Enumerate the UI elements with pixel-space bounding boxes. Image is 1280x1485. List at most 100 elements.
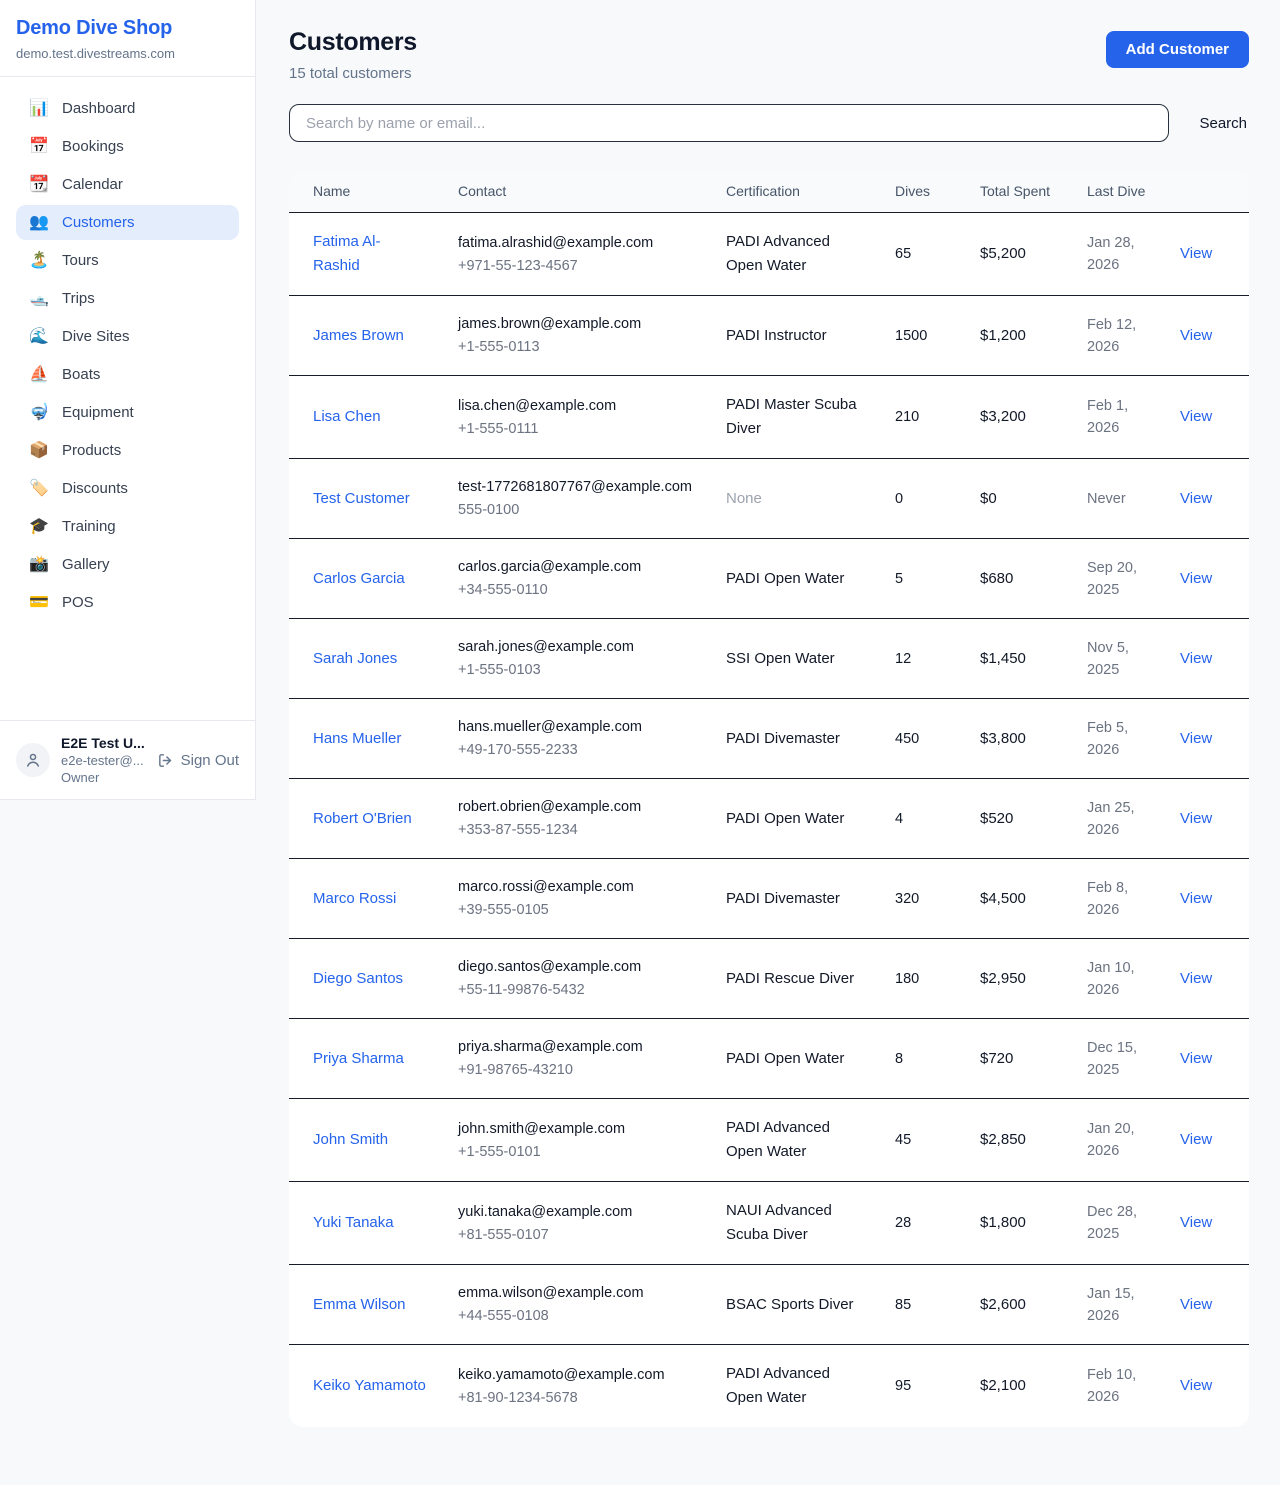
user-section: E2E Test U... e2e-tester@... Owner Sign … <box>0 720 255 799</box>
brand-domain: demo.test.divestreams.com <box>16 46 175 61</box>
customer-certification: PADI Divemaster <box>726 889 840 907</box>
customer-name-link[interactable]: Priya Sharma <box>313 1049 404 1067</box>
customer-name-link[interactable]: Marco Rossi <box>313 889 397 907</box>
sidebar-item-dashboard[interactable]: 📊 Dashboard <box>16 91 239 126</box>
customer-total-spent: $3,200 <box>980 408 1026 425</box>
view-customer-link[interactable]: View <box>1180 1295 1213 1313</box>
search-button[interactable]: Search <box>1197 107 1249 140</box>
customer-phone: +55-11-99876-5432 <box>458 982 585 998</box>
table-row: Robert O'Brien robert.obrien@example.com… <box>289 779 1249 859</box>
view-customer-link[interactable]: View <box>1180 1377 1213 1394</box>
customer-name-link[interactable]: James Brown <box>313 326 404 344</box>
customer-certification: BSAC Sports Diver <box>726 1295 854 1313</box>
sign-out-label: Sign Out <box>180 751 239 769</box>
customer-name-link[interactable]: Keiko Yamamoto <box>313 1377 426 1394</box>
customer-dives: 210 <box>895 409 920 425</box>
view-customer-link[interactable]: View <box>1180 408 1213 425</box>
customer-dives: 12 <box>895 650 912 667</box>
sidebar-item-pos[interactable]: 💳 POS <box>16 585 239 620</box>
sign-out-button[interactable]: Sign Out <box>157 752 239 769</box>
customer-total-spent: $2,600 <box>980 1295 1026 1313</box>
customer-phone: +91-98765-43210 <box>458 1062 573 1078</box>
customer-phone: +1-555-0103 <box>458 662 541 678</box>
sidebar-item-customers[interactable]: 👥 Customers <box>16 205 239 240</box>
customer-last-dive: Jan 25, 2026 <box>1087 799 1135 838</box>
view-customer-link[interactable]: View <box>1180 809 1213 827</box>
table-row: Emma Wilson emma.wilson@example.com +44-… <box>289 1265 1249 1345</box>
customer-total-spent: $0 <box>980 489 997 507</box>
sidebar-item-tours[interactable]: 🏝️ Tours <box>16 243 239 278</box>
view-customer-link[interactable]: View <box>1180 889 1213 907</box>
customer-count: 15 total customers <box>289 65 412 82</box>
sidebar: Demo Dive Shop demo.test.divestreams.com… <box>0 0 256 800</box>
sidebar-item-bookings[interactable]: 📅 Bookings <box>16 129 239 164</box>
customer-total-spent: $2,850 <box>980 1131 1026 1148</box>
view-customer-link[interactable]: View <box>1180 489 1213 507</box>
customer-name-link[interactable]: Hans Mueller <box>313 729 402 747</box>
search-input[interactable] <box>289 104 1170 142</box>
equipment-icon: 🤿 <box>29 403 49 421</box>
customer-email: marco.rossi@example.com <box>458 879 634 895</box>
boats-icon: ⛵ <box>29 365 49 383</box>
sidebar-item-boats[interactable]: ⛵ Boats <box>16 357 239 392</box>
customer-phone: +39-555-0105 <box>458 902 549 918</box>
customer-total-spent: $1,450 <box>980 649 1026 667</box>
user-name: E2E Test U... <box>61 735 145 751</box>
customers-icon: 👥 <box>29 213 49 231</box>
page-header-text: Customers 15 total customers <box>289 28 417 82</box>
table-row: Keiko Yamamoto keiko.yamamoto@example.co… <box>289 1345 1249 1428</box>
sidebar-item-products[interactable]: 📦 Products <box>16 433 239 468</box>
view-customer-link[interactable]: View <box>1180 969 1213 987</box>
view-customer-link[interactable]: View <box>1180 1131 1213 1148</box>
customer-last-dive: Dec 15, 2025 <box>1087 1039 1137 1078</box>
customers-table-card: Name Contact Certification Dives Total S… <box>289 171 1249 1427</box>
sidebar-item-trips[interactable]: 🛥️ Trips <box>16 281 239 316</box>
sidebar-item-training[interactable]: 🎓 Training <box>16 509 239 544</box>
customer-name-link[interactable]: Emma Wilson <box>313 1295 406 1313</box>
customer-name-link[interactable]: Yuki Tanaka <box>313 1214 394 1231</box>
customer-dives: 180 <box>895 970 920 987</box>
customer-certification: PADI Advanced Open Water <box>726 233 830 274</box>
customer-email: test-1772681807767@example.com <box>458 479 692 495</box>
search-row: Search <box>289 104 1249 142</box>
customer-name-link[interactable]: Fatima Al-Rashid <box>313 233 381 274</box>
customer-email: diego.santos@example.com <box>458 959 642 975</box>
sidebar-item-calendar[interactable]: 📆 Calendar <box>16 167 239 202</box>
customer-last-dive: Jan 28, 2026 <box>1087 235 1135 273</box>
customer-name-link[interactable]: Sarah Jones <box>313 649 398 667</box>
customer-phone: +34-555-0110 <box>458 582 548 598</box>
customer-name-link[interactable]: Diego Santos <box>313 969 404 987</box>
sidebar-item-equipment[interactable]: 🤿 Equipment <box>16 395 239 430</box>
customer-dives: 65 <box>895 246 912 262</box>
brand-block: Demo Dive Shop demo.test.divestreams.com <box>0 0 255 77</box>
tours-icon: 🏝️ <box>29 251 49 269</box>
sidebar-item-discounts[interactable]: 🏷️ Discounts <box>16 471 239 506</box>
customer-email: yuki.tanaka@example.com <box>458 1203 633 1220</box>
view-customer-link[interactable]: View <box>1180 569 1213 587</box>
brand-name: Demo Dive Shop <box>16 17 173 39</box>
sidebar-item-dive-sites[interactable]: 🌊 Dive Sites <box>16 319 239 354</box>
customer-certification: PADI Instructor <box>726 326 827 344</box>
add-customer-button[interactable]: Add Customer <box>1105 31 1249 68</box>
sidebar-item-gallery[interactable]: 📸 Gallery <box>16 547 239 582</box>
dashboard-icon: 📊 <box>29 99 49 117</box>
customer-name-link[interactable]: Carlos Garcia <box>313 569 405 587</box>
customer-last-dive: Dec 28, 2025 <box>1087 1204 1137 1242</box>
customer-email: sarah.jones@example.com <box>458 639 634 655</box>
view-customer-link[interactable]: View <box>1180 729 1213 747</box>
customer-name-link[interactable]: Lisa Chen <box>313 408 381 425</box>
customer-name-link[interactable]: Robert O'Brien <box>313 809 412 827</box>
customer-dives: 45 <box>895 1132 912 1148</box>
view-customer-link[interactable]: View <box>1180 649 1213 667</box>
view-customer-link[interactable]: View <box>1180 1049 1213 1067</box>
customer-phone: +353-87-555-1234 <box>458 822 578 838</box>
customer-last-dive: Jan 20, 2026 <box>1087 1121 1135 1159</box>
view-customer-link[interactable]: View <box>1180 1214 1213 1231</box>
customer-last-dive: Jan 15, 2026 <box>1087 1285 1135 1324</box>
customer-name-link[interactable]: John Smith <box>313 1131 389 1148</box>
view-customer-link[interactable]: View <box>1180 245 1213 262</box>
view-customer-link[interactable]: View <box>1180 326 1213 344</box>
customer-certification: SSI Open Water <box>726 649 835 667</box>
column-header-name: Name <box>289 171 434 213</box>
customer-name-link[interactable]: Test Customer <box>313 489 410 507</box>
